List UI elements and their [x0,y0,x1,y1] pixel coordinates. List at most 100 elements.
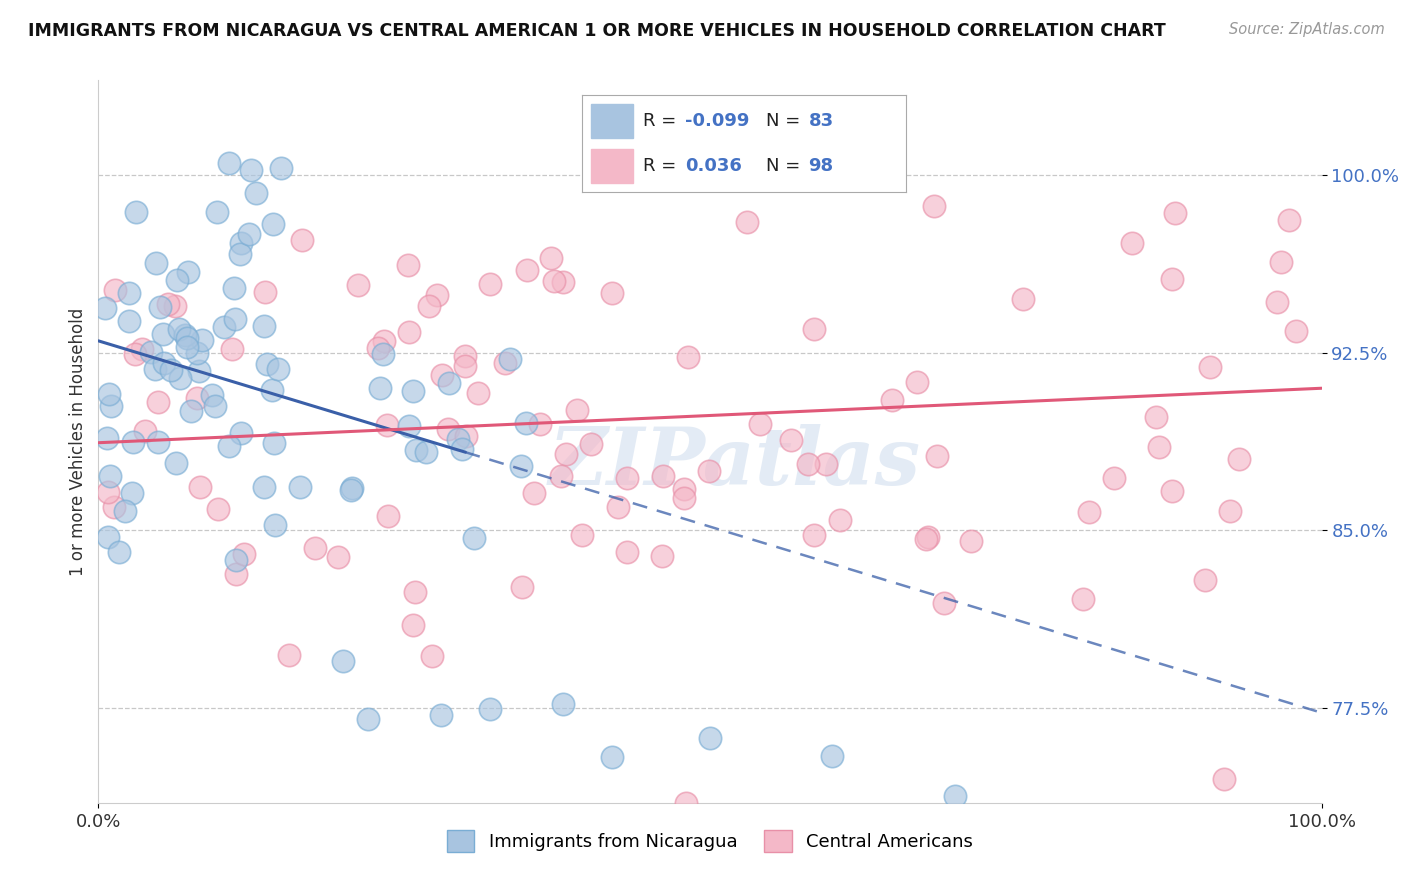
Point [229,425,252,440]
Point [96,431,118,445]
Point [188,480,211,494]
Point [1161,272,1184,286]
Point [229,235,252,250]
Point [141,345,163,359]
Point [571,528,593,542]
Point [451,442,474,456]
Point [779,433,801,447]
Point [173,328,195,343]
Point [157,297,180,311]
Point [1194,573,1216,587]
Point [616,545,638,559]
Point [253,480,276,494]
Point [652,469,675,483]
Point [260,383,283,397]
Point [463,532,485,546]
Point [221,342,243,356]
Point [509,458,531,473]
Point [118,286,141,301]
Point [201,388,224,402]
Point [529,417,551,431]
Point [176,331,198,345]
Point [165,456,187,470]
Point [104,283,127,297]
Point [540,251,562,265]
Point [553,697,575,711]
Point [262,217,284,231]
Point [100,468,122,483]
Point [821,748,844,763]
Point [924,199,946,213]
Point [238,227,260,241]
Point [1265,295,1288,310]
Point [616,470,638,484]
Point [290,233,312,247]
Point [673,482,696,496]
Point [478,702,501,716]
Point [803,322,825,336]
Point [454,429,477,443]
Point [125,205,148,219]
Point [373,334,395,348]
Point [239,163,262,178]
Point [735,215,758,229]
Point [167,322,190,336]
Point [651,549,673,563]
Point [426,288,449,302]
Point [943,789,966,804]
Point [304,541,326,555]
Point [229,247,252,261]
Point [146,435,169,450]
Point [1147,440,1170,454]
Point [186,391,208,405]
Point [143,362,166,376]
Point [467,386,489,401]
Point [437,422,460,436]
Point [245,186,267,201]
Point [672,491,695,506]
Point [253,285,276,299]
Point [204,399,226,413]
Point [159,362,181,376]
Point [934,596,956,610]
Point [253,319,276,334]
Point [606,500,628,515]
Point [579,436,602,450]
Text: IMMIGRANTS FROM NICARAGUA VS CENTRAL AMERICAN 1 OR MORE VEHICLES IN HOUSEHOLD CO: IMMIGRANTS FROM NICARAGUA VS CENTRAL AME… [28,22,1166,40]
Point [515,417,537,431]
Point [117,313,139,327]
Point [356,712,378,726]
Point [224,311,246,326]
Point [207,205,229,219]
Legend: Immigrants from Nicaragua, Central Americans: Immigrants from Nicaragua, Central Ameri… [440,822,980,859]
Point [375,418,398,433]
Point [1212,772,1234,786]
Point [554,447,576,461]
Point [340,481,363,495]
Point [418,299,440,313]
Point [523,485,546,500]
Point [263,436,285,450]
Point [191,334,214,348]
Point [270,161,292,175]
Point [256,357,278,371]
Point [264,518,287,533]
Point [905,375,928,389]
Point [100,399,122,413]
Point [1161,484,1184,499]
Point [145,255,167,269]
Point [1227,451,1250,466]
Point [224,281,246,295]
Point [180,403,202,417]
Point [454,349,477,363]
Point [675,796,697,810]
Point [437,376,460,390]
Point [1270,255,1292,269]
Point [1164,205,1187,219]
Point [278,648,301,662]
Point [218,438,240,452]
Point [454,359,477,374]
Point [114,504,136,518]
Text: Source: ZipAtlas.com: Source: ZipAtlas.com [1229,22,1385,37]
Point [103,500,125,514]
